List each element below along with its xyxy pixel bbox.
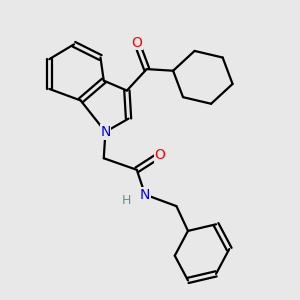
- Text: O: O: [154, 148, 165, 162]
- Text: N: N: [100, 125, 111, 139]
- Text: H: H: [122, 194, 132, 207]
- Text: O: O: [131, 36, 142, 50]
- Text: N: N: [140, 188, 150, 202]
